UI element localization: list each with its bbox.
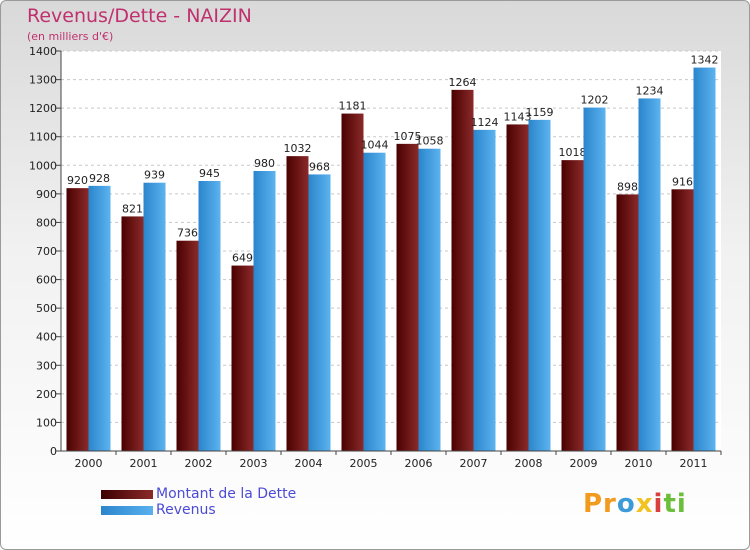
bar-dette [231,265,254,451]
x-tick-label: 2004 [295,457,323,470]
x-tick-label: 2011 [680,457,708,470]
y-tick-label: 100 [36,416,57,429]
data-label-revenus: 945 [199,167,220,180]
y-tick-label: 200 [36,388,57,401]
data-label-revenus: 1234 [636,84,664,97]
chart-title: Revenus/Dette - NAIZIN [27,5,252,27]
x-tick-label: 2003 [240,457,268,470]
bar-revenus [253,171,276,451]
x-tick-label: 2010 [625,457,653,470]
data-label-dette: 1018 [559,146,587,159]
x-tick-label: 2006 [405,457,433,470]
data-label-revenus: 928 [89,172,110,185]
bar-revenus [528,119,551,451]
y-tick-label: 1200 [29,102,57,115]
y-tick-label: 700 [36,245,57,258]
legend-label-revenus: Revenus [156,502,216,518]
data-label-dette: 1264 [449,76,477,89]
data-label-dette: 821 [122,202,143,215]
data-label-dette: 1075 [394,130,422,143]
bar-dette [286,156,309,451]
bars: 920 928 821 939 736 945 649 980 1032 968 1181 1044 1… [66,54,719,452]
data-label-revenus: 1124 [471,116,499,129]
y-tick-label: 900 [36,188,57,201]
data-label-dette: 736 [177,227,198,240]
data-label-revenus: 939 [144,169,165,182]
bar-dette [506,124,529,451]
bar-revenus [638,98,661,451]
x-tick-label: 2001 [130,457,158,470]
data-label-revenus: 1058 [416,135,444,148]
bar-revenus [308,174,331,451]
bar-revenus [693,67,716,452]
data-label-revenus: 1342 [691,54,719,67]
data-label-revenus: 1202 [581,94,609,107]
y-tick-label: 400 [36,331,57,344]
y-tick-label: 300 [36,359,57,372]
legend-label-dette: Montant de la Dette [156,486,297,502]
bar-dette [121,216,144,451]
data-label-dette: 916 [672,175,693,188]
x-tick-label: 2008 [515,457,543,470]
bar-revenus [473,129,496,451]
data-label-dette: 649 [232,252,253,265]
data-label-dette: 920 [67,174,88,187]
bar-revenus [418,148,441,451]
y-tick-label: 1100 [29,131,57,144]
bar-dette [671,189,694,452]
bar-revenus [88,185,111,451]
bar-revenus [198,181,221,451]
proxiti-logo: Proxiti [583,489,687,519]
bar-dette [341,113,364,452]
legend-swatch-dette [101,490,153,499]
data-label-dette: 1143 [504,110,532,123]
data-label-revenus: 1159 [526,106,554,119]
y-tick-label: 800 [36,216,57,229]
bar-dette [616,194,639,451]
bar-dette [66,188,89,451]
x-tick-label: 2009 [570,457,598,470]
y-tick-label: 1300 [29,74,57,87]
data-label-dette: 1181 [339,100,367,113]
y-tick-label: 600 [36,274,57,287]
grid-lines [61,50,721,452]
x-axis: 2000 2001 2002 2003 2004 2005 2006 2007 2008 2009… [61,450,722,470]
data-label-dette: 898 [617,180,638,193]
data-label-revenus: 1044 [361,139,389,152]
x-tick-label: 2007 [460,457,488,470]
y-axis: 0 100 200 300 400 500 600 700 800 900 1000 1100 1200… [29,45,62,458]
y-tick-label: 1000 [29,159,57,172]
bar-revenus [363,152,386,451]
bar-dette [396,143,419,451]
x-tick-label: 2002 [185,457,213,470]
bar-revenus [143,182,166,451]
bar-dette [451,89,474,451]
y-tick-label: 1400 [29,45,57,58]
data-label-revenus: 968 [309,160,330,173]
y-tick-label: 500 [36,302,57,315]
chart-subtitle: (en milliers d'€) [27,30,114,43]
data-label-revenus: 980 [254,157,275,170]
bar-revenus [583,107,606,452]
data-label-dette: 1032 [284,142,312,155]
bar-dette [176,240,199,451]
y-tick-label: 0 [50,445,57,458]
x-tick-label: 2005 [350,457,378,470]
x-tick-label: 2000 [75,457,103,470]
legend-swatch-revenus [101,506,153,515]
bar-dette [561,160,584,451]
